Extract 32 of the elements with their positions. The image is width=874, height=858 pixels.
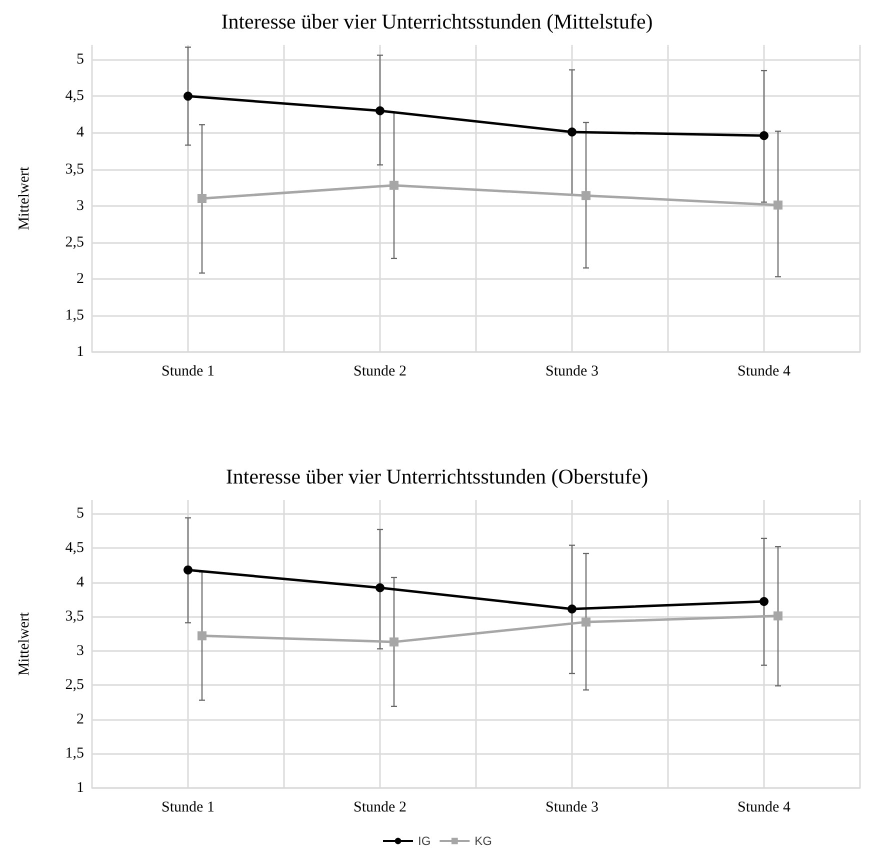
x-tick-label: Stunde 3 [546, 800, 598, 816]
y-tick-label: 3 [76, 642, 84, 659]
x-tick-label: Stunde 3 [546, 364, 598, 380]
y-tick-label: 4,5 [65, 540, 84, 556]
y-tick-label: 2 [76, 711, 84, 728]
y-tick-label: 3,5 [65, 608, 84, 625]
y-tick-label: 4 [76, 574, 84, 590]
legend-label: IG [418, 834, 431, 848]
y-axis-title: Mittelwert [16, 166, 32, 230]
y-tick-label: 3 [76, 198, 84, 214]
y-tick-label: 1,5 [65, 746, 84, 762]
y-tick-label: 3,5 [65, 161, 84, 178]
y-axis-title: Mittelwert [16, 612, 32, 676]
x-tick-label: Stunde 2 [354, 800, 406, 816]
chart-title: Interesse über vier Unterrichtsstunden (Oberstufe) [226, 464, 648, 488]
y-tick-label: 2 [76, 270, 84, 287]
y-tick-label: 4,5 [65, 88, 84, 104]
x-tick-label: Stunde 1 [162, 364, 214, 380]
x-tick-label: Stunde 4 [738, 800, 791, 816]
y-tick-label: 1 [76, 780, 84, 796]
x-tick-label: Stunde 4 [738, 364, 791, 380]
y-tick-label: 4 [76, 124, 84, 141]
y-tick-label: 5 [76, 506, 84, 522]
y-tick-label: 2,5 [65, 234, 84, 250]
chart-title: Interesse über vier Unterrichtsstunden (Mittelstufe) [221, 10, 653, 34]
y-tick-label: 2,5 [65, 677, 84, 694]
x-tick-label: Stunde 1 [162, 800, 214, 816]
y-tick-label: 5 [76, 52, 84, 68]
y-tick-label: 1,5 [65, 307, 84, 324]
legend-label: KG [474, 834, 492, 848]
x-tick-label: Stunde 2 [354, 364, 406, 380]
y-tick-label: 1 [76, 344, 84, 360]
